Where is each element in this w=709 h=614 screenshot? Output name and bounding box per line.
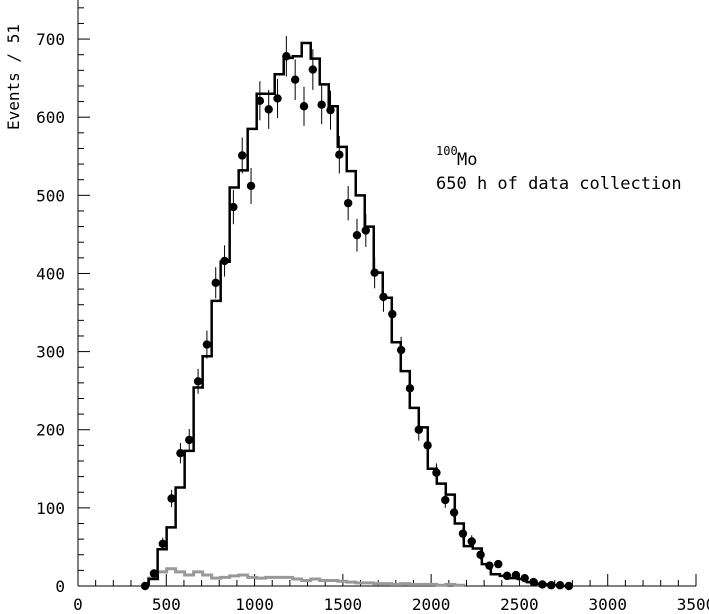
data-point xyxy=(343,198,353,208)
data-point xyxy=(273,94,282,103)
data-point xyxy=(388,309,397,319)
data-point xyxy=(352,230,362,240)
data-point xyxy=(317,100,326,109)
y-tick-label: 100 xyxy=(36,499,65,518)
annotation-text: 650 h of data collection xyxy=(436,174,682,194)
x-tick-label: 2000 xyxy=(412,595,451,614)
data-point xyxy=(396,345,406,355)
data-point xyxy=(449,508,459,517)
y-tick-label: 200 xyxy=(36,421,65,440)
data-point xyxy=(458,529,468,538)
model-histogram xyxy=(147,41,572,588)
x-tick-label: 1500 xyxy=(324,595,363,614)
data-point xyxy=(467,537,476,546)
data-point xyxy=(432,468,441,477)
background-histogram xyxy=(147,567,466,587)
data-point xyxy=(238,151,247,160)
y-tick-label: 700 xyxy=(36,30,65,49)
data-point xyxy=(202,340,212,349)
data-point xyxy=(441,495,450,505)
data-point xyxy=(140,581,150,591)
data-point xyxy=(361,226,371,235)
data-point xyxy=(370,268,379,277)
y-tick-label: 300 xyxy=(36,343,65,362)
annotation: 100 Mo 650 h of data collection xyxy=(436,144,682,194)
annotation-isotope-symbol: Mo xyxy=(457,150,477,170)
data-point xyxy=(326,105,335,115)
data-point xyxy=(211,278,220,288)
x-tick-label: 500 xyxy=(152,595,181,614)
data-point xyxy=(255,96,265,105)
data-point xyxy=(308,65,318,74)
data-point xyxy=(405,384,415,393)
data-point xyxy=(264,105,273,114)
data-point xyxy=(476,550,485,559)
data-point xyxy=(176,448,185,458)
annotation-isotope-mass: 100 xyxy=(436,144,458,158)
data-point xyxy=(564,581,574,591)
data-point xyxy=(485,561,494,570)
data-point xyxy=(423,441,432,450)
data-point xyxy=(547,581,556,590)
x-tick-label: 1000 xyxy=(235,595,274,614)
background-histogram-line xyxy=(147,567,466,587)
data-point xyxy=(193,377,203,386)
data-point xyxy=(511,570,521,580)
y-tick-label: 0 xyxy=(55,577,65,596)
data-point xyxy=(555,581,565,590)
data-point xyxy=(502,571,512,581)
axes: 0 100 200 300 400 500 600 700 0 500 1000 1500 2000 25… xyxy=(36,0,709,614)
x-tick-label: 0 xyxy=(73,595,83,614)
data-point xyxy=(282,52,291,61)
y-tick-label: 600 xyxy=(36,108,65,127)
data-point xyxy=(520,573,529,583)
data-point xyxy=(167,494,176,503)
data-point xyxy=(529,577,538,587)
data-point xyxy=(246,181,256,191)
data-point xyxy=(379,292,388,302)
data-point xyxy=(185,435,194,445)
x-tick-label: 2500 xyxy=(500,595,539,614)
data-point xyxy=(290,75,300,84)
y-tick-label: 400 xyxy=(36,264,65,283)
data-point xyxy=(299,102,309,111)
data-point xyxy=(220,256,229,266)
model-histogram-line xyxy=(147,41,572,588)
x-tick-label: 3000 xyxy=(588,595,627,614)
data-point xyxy=(158,539,167,549)
data-point xyxy=(149,569,159,578)
data-point xyxy=(538,580,547,589)
data-point xyxy=(229,202,238,212)
x-tick-label: 3500 xyxy=(677,595,709,614)
y-axis-title: Events / 51 xyxy=(4,24,23,130)
data-points xyxy=(140,35,574,591)
data-point xyxy=(494,559,503,569)
data-point xyxy=(335,150,344,159)
y-tick-label: 500 xyxy=(36,186,65,205)
data-point xyxy=(414,425,423,434)
